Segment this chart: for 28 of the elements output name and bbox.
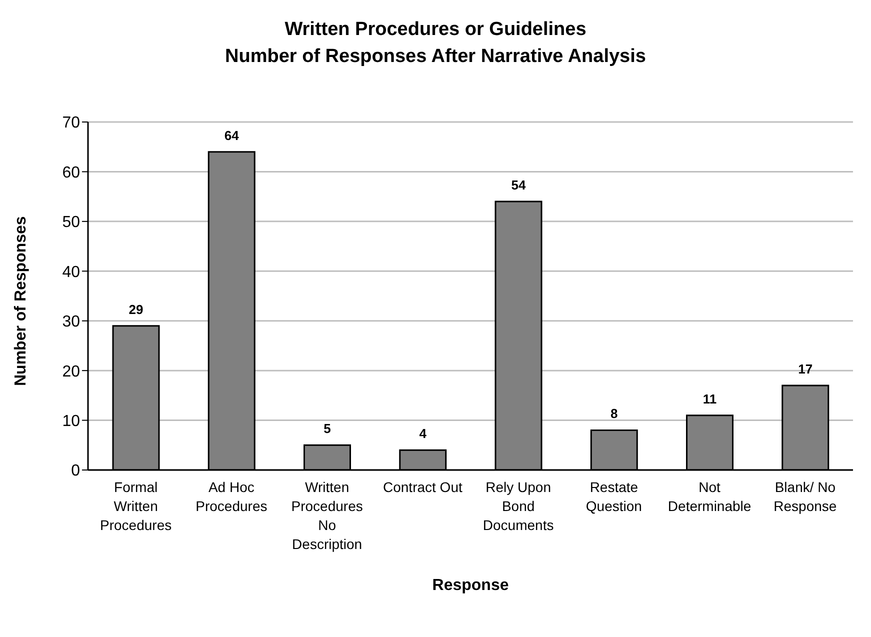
x-tick-label: Contract Out — [383, 479, 462, 495]
x-tick-label: Rely Upon Bond Documents — [482, 479, 554, 533]
y-tick-label: 40 — [62, 264, 80, 281]
y-tick-label: 50 — [62, 214, 80, 232]
y-axis-title: Number of Responses — [12, 216, 30, 386]
data-label: 11 — [702, 391, 717, 406]
data-label: 29 — [128, 302, 144, 317]
data-label: 5 — [324, 421, 331, 436]
y-tick-label: 70 — [62, 114, 80, 132]
x-axis-title: Response — [432, 577, 509, 594]
x-tick-label: Formal Written Procedures — [100, 479, 172, 533]
x-tick-label: Written Procedures No Description — [291, 479, 363, 552]
data-label: 4 — [419, 426, 428, 442]
x-tick-label: Blank/ No Response — [774, 479, 837, 514]
data-label: 8 — [610, 406, 618, 422]
data-label: 17 — [798, 361, 813, 376]
data-label: 64 — [224, 128, 240, 143]
y-tick-label: 10 — [62, 412, 80, 430]
x-tick-label: Not Determinable — [668, 479, 752, 514]
x-tick-label: Ad Hoc Procedures — [196, 479, 268, 514]
chart-title: Written Procedures or Guidelines — [284, 18, 588, 42]
y-tick-label: 60 — [62, 164, 80, 182]
y-tick-label: 0 — [71, 462, 80, 480]
data-label: 54 — [511, 178, 526, 193]
x-tick-label: Restate Question — [586, 479, 642, 514]
y-tick-label: 20 — [62, 363, 80, 380]
chart-subtitle: Number of Responses After Narrative Analysis — [224, 45, 647, 69]
y-tick-label: 30 — [62, 314, 80, 331]
